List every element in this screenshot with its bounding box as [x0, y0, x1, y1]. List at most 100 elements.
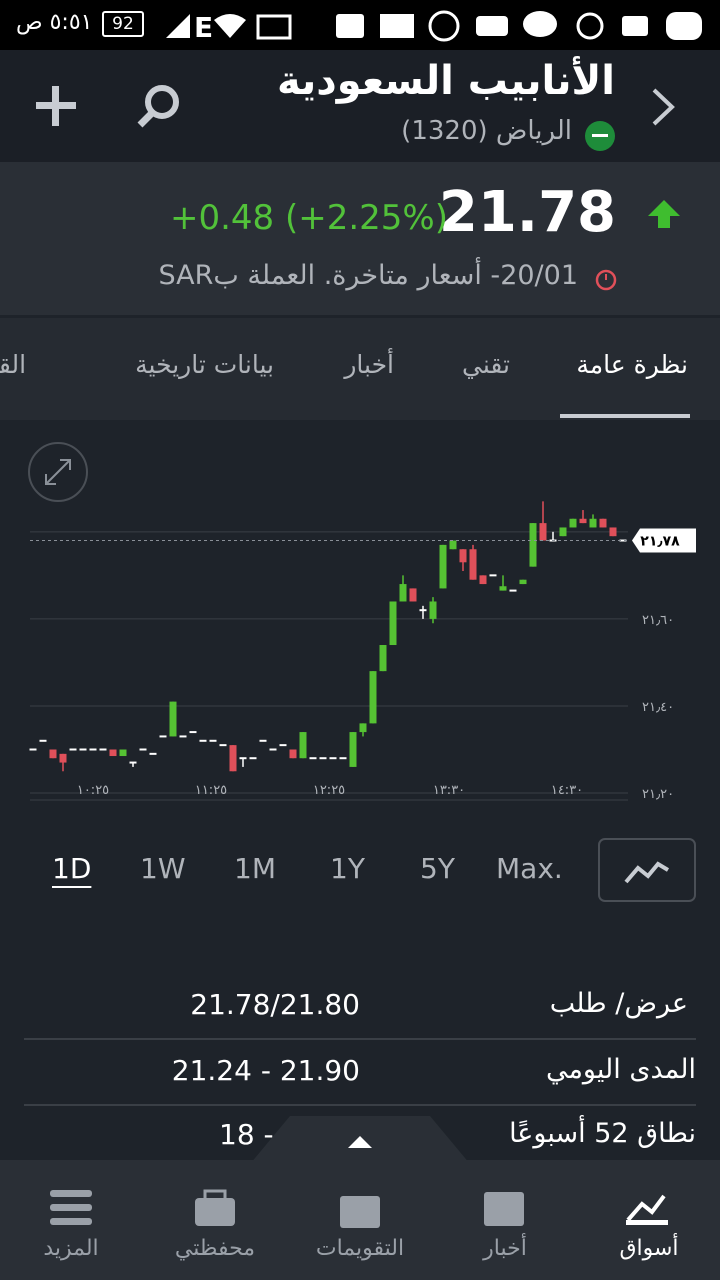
subtitle: الرياض (1320) [401, 116, 572, 146]
range[interactable]: 1Y [330, 852, 365, 885]
candle-body [449, 540, 457, 550]
candle-body [109, 749, 117, 757]
delay-note: 20/01- أسعار متاخرة. العملة بSAR [158, 260, 578, 291]
candle-body [59, 753, 67, 763]
candle-body [99, 748, 107, 751]
header: الأنابيب السعودية الرياض (1320) [0, 50, 720, 162]
candle-body [139, 748, 147, 751]
range[interactable]: 1M [234, 852, 276, 885]
y-tick-label: ٢١٫٦٠ [642, 613, 674, 628]
x-tick-label: ١١:٢٥ [195, 783, 227, 798]
candle-body [569, 518, 577, 528]
stat-value: 21.78/21.80 [190, 988, 360, 1021]
candle-body [389, 601, 397, 646]
tab-underline [560, 414, 690, 418]
stat-row: المدى اليومي 21.24 - 21.90 [24, 1038, 696, 1106]
nav-label[interactable]: المزيد [43, 1236, 99, 1261]
candle-body [379, 645, 387, 672]
battery: 92 [102, 11, 144, 37]
stat-value: 18 - [219, 1118, 283, 1151]
stat-label: عرض/ طلب [549, 988, 688, 1019]
candle-body [349, 732, 357, 767]
change: +0.48 (+2.25%) [169, 198, 448, 238]
price: 21.78 [438, 180, 616, 245]
back-icon[interactable] [652, 88, 675, 126]
nav-label[interactable]: أخبار [483, 1236, 527, 1261]
tab[interactable]: بيانات تاريخية [135, 350, 274, 379]
candle-body [79, 748, 87, 751]
candle-body [209, 739, 217, 742]
header-icons [36, 85, 675, 128]
candle-body [369, 671, 377, 724]
candle-body [29, 748, 37, 751]
candle-body [159, 735, 167, 738]
range[interactable]: 1D [52, 852, 92, 885]
x-tick-label: ١٠:٢٥ [77, 783, 109, 798]
chart-type-button[interactable] [598, 838, 696, 902]
stat-row: نطاق 52 أسبوعًا 18 - [24, 1106, 696, 1160]
tab[interactable]: تقني [462, 350, 510, 379]
candle-body [49, 749, 57, 759]
candle-body [579, 518, 587, 524]
status-bar: ٥:٥١ ص 92 E [0, 0, 720, 50]
x-tick-label: ١٢:٢٥ [313, 783, 345, 798]
candle-body [299, 732, 307, 759]
candle-body [339, 757, 347, 760]
candle-body [329, 757, 337, 760]
nav-label[interactable]: التقويمات [315, 1236, 405, 1261]
candle-body [589, 518, 597, 528]
range[interactable]: Max. [496, 852, 563, 885]
candle-body [319, 757, 327, 760]
candle-body [259, 739, 267, 742]
candle-body [519, 579, 527, 585]
candle-body [119, 749, 127, 757]
tab[interactable]: القو [0, 350, 27, 379]
up-arrow [648, 200, 680, 228]
candle-body [409, 588, 417, 602]
candle-body [289, 749, 297, 759]
expand-tab[interactable] [250, 1114, 470, 1164]
tab-bar [0, 318, 720, 420]
chart: ٢١٫٢٠٢١٫٤٠٢١٫٦٠٢١٫٨٠١٠:٢٥١١:٢٥١٢:٢٥١٣:٣٠… [28, 442, 696, 802]
candle-body [249, 757, 257, 760]
x-tick-label: ١٣:٣٠ [433, 783, 465, 798]
y-tick-label: ٢١٫٢٠ [642, 787, 674, 802]
x-tick-label: ١٤:٣٠ [551, 783, 583, 798]
nav-icons [50, 1189, 668, 1228]
candle-body [169, 701, 177, 737]
search-icon[interactable] [145, 85, 179, 119]
stat-label: المدى اليومي [545, 1054, 696, 1085]
candle-body [499, 586, 507, 591]
candle-body [489, 574, 497, 577]
range[interactable]: 5Y [420, 852, 455, 885]
candle-body [399, 584, 407, 602]
candle-body [269, 748, 277, 751]
candle-body [419, 609, 427, 612]
candle-body [459, 549, 467, 563]
nav-label[interactable]: أسواق [619, 1236, 679, 1261]
last-price-label: ٢١٫٧٨ [640, 534, 680, 550]
tab[interactable]: نظرة عامة [576, 350, 688, 379]
candle-body [359, 723, 367, 733]
clock-icon [595, 269, 617, 291]
candle-body [219, 744, 227, 747]
candle-body [179, 735, 187, 738]
candle-body [189, 731, 197, 734]
status-icons: E [166, 10, 702, 42]
nav-label[interactable]: محفظتي [174, 1236, 256, 1261]
tab[interactable]: أخبار [344, 350, 394, 379]
candle-body [609, 527, 617, 537]
range[interactable]: 1W [140, 852, 186, 885]
candle-body [439, 544, 447, 589]
candle-body [229, 745, 237, 772]
candle-body [149, 752, 157, 755]
candle-body [69, 748, 77, 751]
candle-body [199, 739, 207, 742]
candle-body [279, 744, 287, 747]
expand-button[interactable] [28, 442, 88, 502]
candle-body [239, 757, 247, 760]
candle-body [129, 761, 137, 764]
clock: ٥:٥١ ص [16, 10, 93, 35]
candle-body [529, 523, 537, 567]
